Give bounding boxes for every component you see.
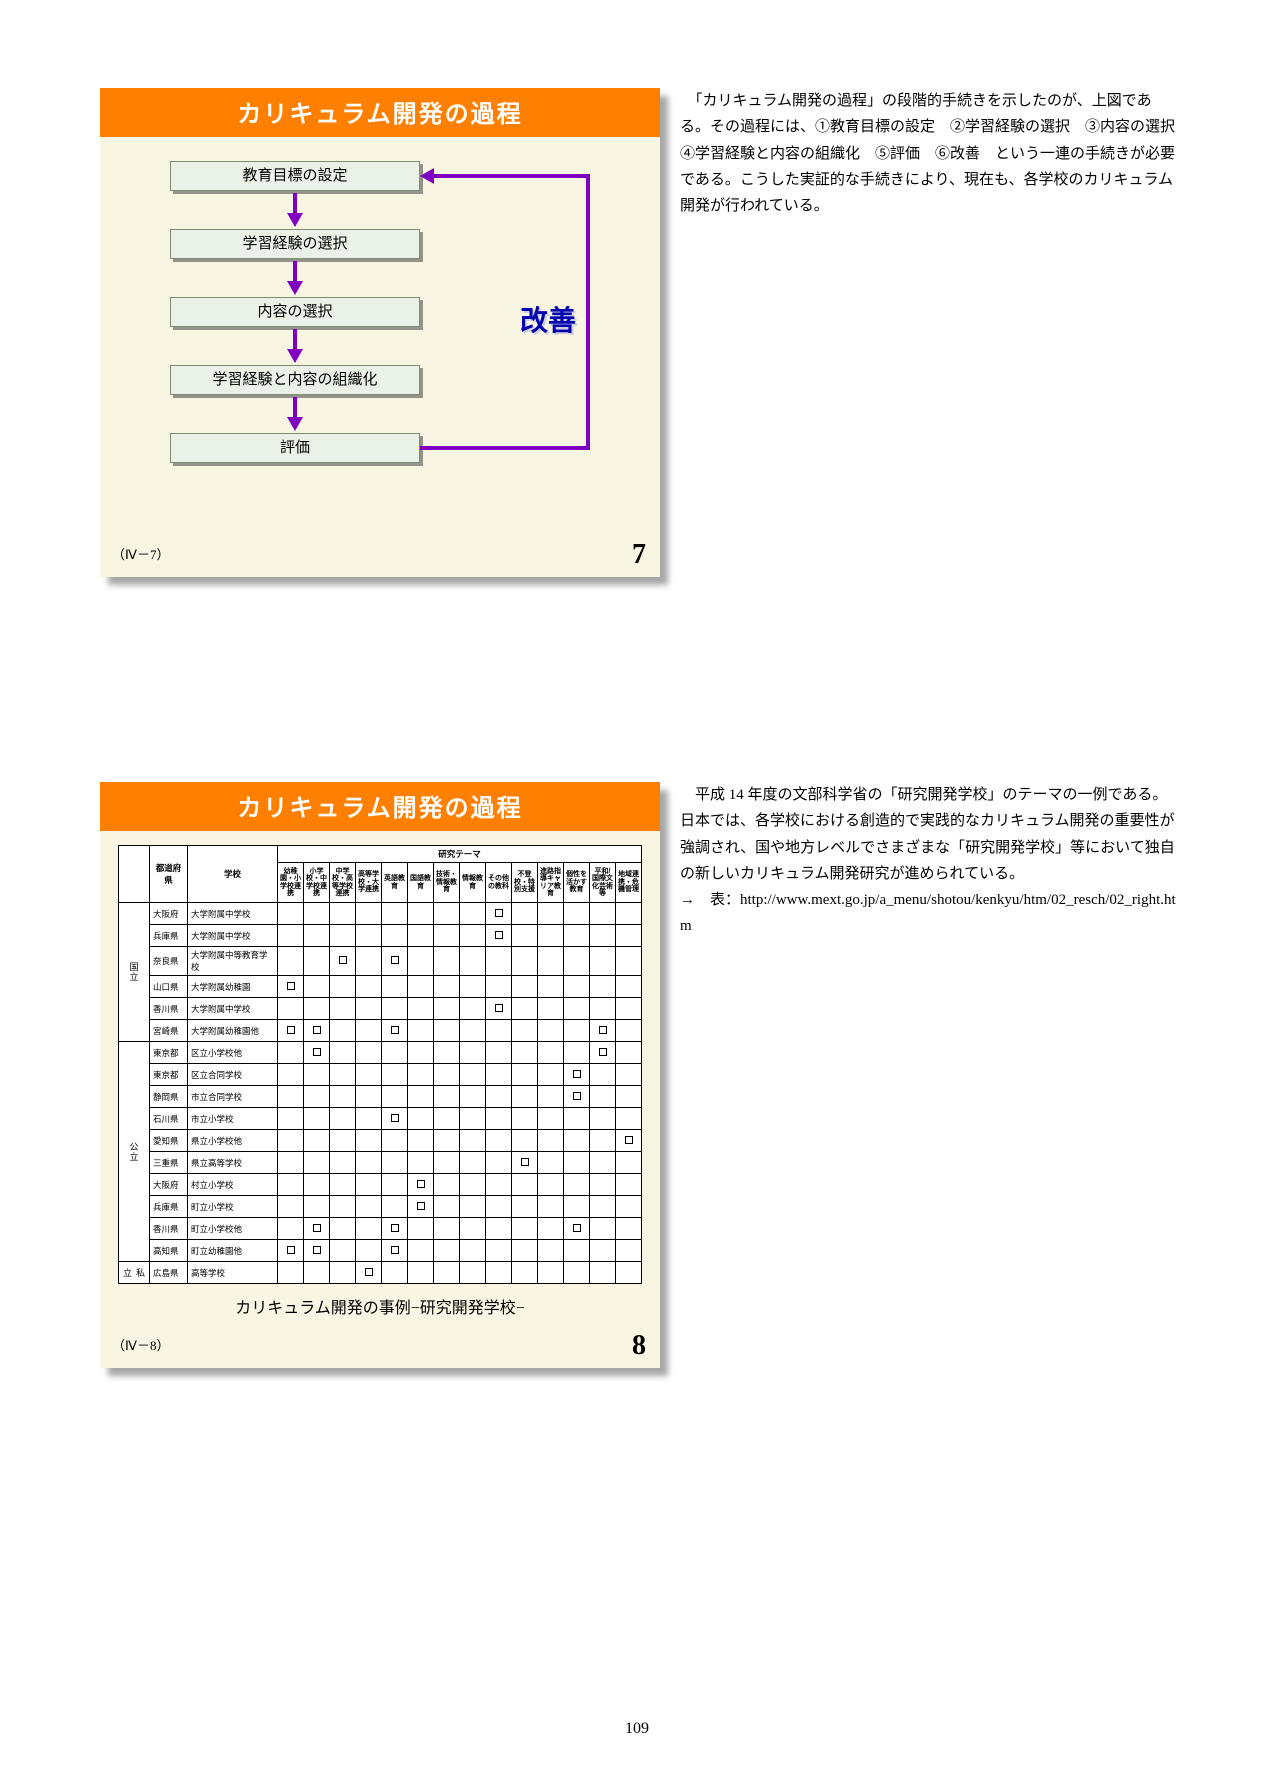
card-table: カリキュラム開発の過程 都道府県学校研究テーマ幼稚園・小学校連携小学校・中学校連…: [100, 782, 660, 1368]
table-row: 山口県大学附属幼稚園: [119, 976, 642, 998]
table-row: 公立東京都区立小学校他: [119, 1042, 642, 1064]
flowchart: 教育目標の設定 学習経験の選択 内容の選択 学習経験と内容の組織化 評価 改善: [100, 137, 660, 537]
table-row: 東京都区立合同学校: [119, 1064, 642, 1086]
source-link: http://www.mext.go.jp/a_menu/shotou/kenk…: [680, 892, 1176, 934]
card-ref: （Ⅳ－7）: [112, 544, 170, 563]
table-row: 香川県町立小学校他: [119, 1218, 642, 1240]
table-row: 三重県県立高等学校: [119, 1152, 642, 1174]
improve-label: 改善: [520, 299, 576, 339]
table-row: 大阪府村立小学校: [119, 1174, 642, 1196]
link-prefix: → 表：: [680, 892, 740, 908]
card-footer: （Ⅳ－8） 8: [100, 1328, 660, 1368]
table-row: 静岡県市立合同学校: [119, 1086, 642, 1108]
card-ref: （Ⅳ－8）: [112, 1335, 170, 1354]
card-footer: （Ⅳ－7） 7: [100, 537, 660, 577]
table-row: 宮崎県大学附属幼稚園他: [119, 1020, 642, 1042]
side-text-2-body: 平成 14 年度の文部科学省の「研究開発学校」のテーマの一例である。日本では、各…: [680, 787, 1175, 882]
flow-step: 学習経験の選択: [170, 229, 420, 259]
side-text-2: 平成 14 年度の文部科学省の「研究開発学校」のテーマの一例である。日本では、各…: [680, 782, 1180, 940]
table-row: 兵庫県大学附属中学校: [119, 925, 642, 947]
flow-step: 学習経験と内容の組織化: [170, 365, 420, 395]
card-subtitle: カリキュラム開発の事例−研究開発学校−: [100, 1290, 660, 1328]
table-row: 私立広島県高等学校: [119, 1262, 642, 1284]
card-page: 8: [632, 1330, 646, 1362]
table-row: 国立大阪府大学附属中学校: [119, 903, 642, 925]
table-row: 奈良県大学附属中等教育学校: [119, 947, 642, 976]
card-page: 7: [632, 539, 646, 571]
research-table: 都道府県学校研究テーマ幼稚園・小学校連携小学校・中学校連携中学校・高等学校連携高…: [118, 845, 642, 1284]
side-text-1: 「カリキュラム開発の過程」の段階的手続きを示したのが、上図である。その過程には、…: [680, 88, 1180, 219]
table-row: 兵庫県町立小学校: [119, 1196, 642, 1218]
table-row: 香川県大学附属中学校: [119, 998, 642, 1020]
flow-step: 内容の選択: [170, 297, 420, 327]
table-row: 石川県市立小学校: [119, 1108, 642, 1130]
card-flowchart: カリキュラム開発の過程 教育目標の設定 学習経験の選択 内容の選択 学習経験と内…: [100, 88, 660, 577]
table-row: 高知県町立幼稚園他: [119, 1240, 642, 1262]
card-title: カリキュラム開発の過程: [100, 88, 660, 137]
page-number: 109: [625, 1720, 649, 1738]
table-row: 愛知県県立小学校他: [119, 1130, 642, 1152]
flow-step: 評価: [170, 433, 420, 463]
card-title: カリキュラム開発の過程: [100, 782, 660, 831]
flow-step: 教育目標の設定: [170, 161, 420, 191]
